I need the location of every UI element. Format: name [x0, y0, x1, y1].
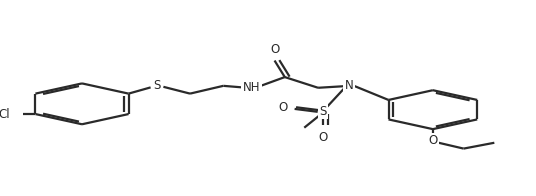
Text: O: O [318, 131, 328, 144]
Text: N: N [345, 79, 353, 92]
Text: NH: NH [243, 81, 260, 94]
Text: S: S [319, 105, 327, 118]
Text: O: O [278, 101, 287, 114]
Text: S: S [153, 79, 160, 92]
Text: O: O [270, 43, 279, 56]
Text: Cl: Cl [0, 108, 10, 121]
Text: O: O [428, 134, 437, 147]
